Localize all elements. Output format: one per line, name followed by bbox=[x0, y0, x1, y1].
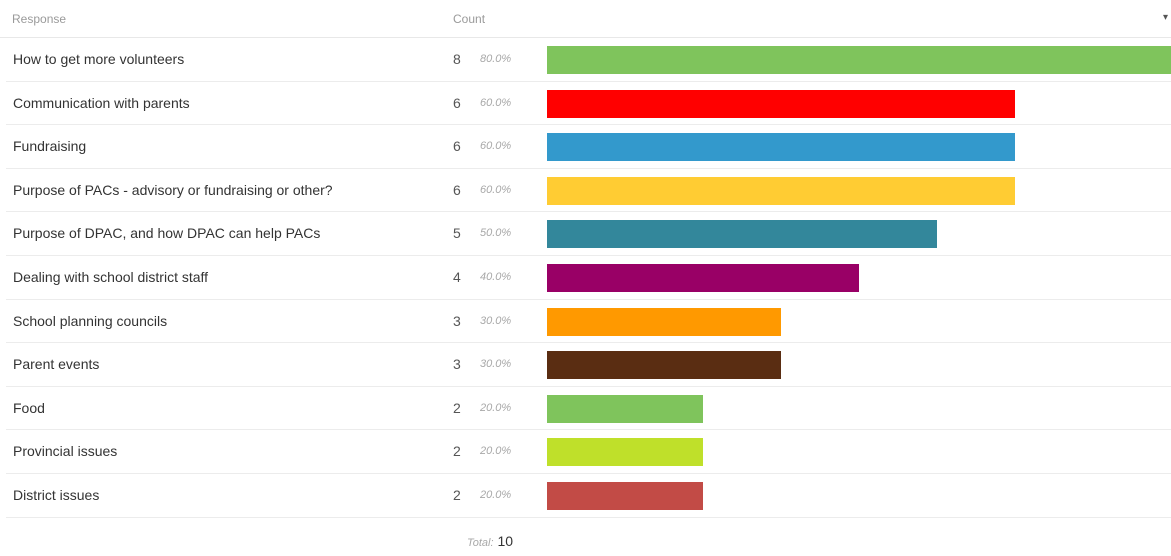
table-row: School planning councils 3 30.0% bbox=[6, 300, 1171, 344]
response-bar bbox=[547, 263, 859, 292]
table-row: Purpose of PACs - advisory or fundraisin… bbox=[6, 169, 1171, 213]
response-percentage: 20.0% bbox=[480, 488, 512, 501]
response-bar bbox=[547, 176, 1015, 205]
response-label: Food bbox=[13, 399, 45, 416]
response-bar bbox=[547, 220, 937, 249]
response-percentage: 40.0% bbox=[480, 270, 512, 283]
response-label: Dealing with school district staff bbox=[13, 268, 209, 285]
response-bar bbox=[547, 89, 1015, 118]
table-row: Purpose of DPAC, and how DPAC can help P… bbox=[6, 212, 1171, 256]
response-label: District issues bbox=[13, 486, 100, 503]
table-header: Response Count ▾ bbox=[0, 0, 1171, 38]
response-percentage: 30.0% bbox=[480, 314, 512, 327]
response-bar bbox=[547, 394, 703, 423]
response-bar bbox=[547, 133, 1015, 162]
table-row: Parent events 3 30.0% bbox=[6, 343, 1171, 387]
response-count: 6 bbox=[453, 181, 461, 198]
response-label: School planning councils bbox=[13, 312, 168, 329]
response-label: Provincial issues bbox=[13, 443, 118, 460]
response-label: Parent events bbox=[13, 356, 100, 373]
response-count: 6 bbox=[453, 94, 461, 111]
response-bar-chart: How to get more volunteers 8 80.0% Communic… bbox=[0, 38, 1171, 518]
table-row: Communication with parents 6 60.0% bbox=[6, 82, 1171, 126]
response-count: 2 bbox=[453, 486, 461, 503]
table-row: Fundraising 6 60.0% bbox=[6, 125, 1171, 169]
response-label: Fundraising bbox=[13, 138, 87, 155]
response-bar bbox=[547, 438, 703, 467]
response-percentage: 20.0% bbox=[480, 445, 512, 458]
table-row: Food 2 20.0% bbox=[6, 387, 1171, 431]
table-row: Provincial issues 2 20.0% bbox=[6, 430, 1171, 474]
total-value: 10 bbox=[497, 533, 514, 549]
response-label: Purpose of PACs - advisory or fundraisin… bbox=[13, 181, 333, 198]
response-count: 2 bbox=[453, 443, 461, 460]
response-count: 3 bbox=[453, 312, 461, 329]
response-count: 8 bbox=[453, 51, 461, 67]
response-count: 6 bbox=[453, 138, 461, 155]
response-label: How to get more volunteers bbox=[13, 51, 185, 67]
response-percentage: 30.0% bbox=[480, 358, 512, 371]
response-percentage: 60.0% bbox=[480, 96, 512, 109]
response-label: Communication with parents bbox=[13, 94, 190, 111]
response-count: 3 bbox=[453, 356, 461, 373]
total-summary: Total: 10 bbox=[467, 533, 513, 549]
response-percentage: 50.0% bbox=[480, 227, 512, 240]
response-count: 2 bbox=[453, 399, 461, 416]
response-bar bbox=[547, 351, 781, 380]
response-percentage: 60.0% bbox=[480, 183, 512, 196]
table-row: District issues 2 20.0% bbox=[6, 474, 1171, 518]
response-label: Purpose of DPAC, and how DPAC can help P… bbox=[13, 225, 321, 242]
response-count: 4 bbox=[453, 268, 461, 285]
response-column-header[interactable]: Response bbox=[12, 12, 67, 26]
response-percentage: 80.0% bbox=[480, 53, 512, 65]
response-percentage: 60.0% bbox=[480, 140, 512, 153]
response-count: 5 bbox=[453, 225, 461, 242]
response-bar bbox=[547, 46, 1171, 74]
sort-chevron-icon[interactable]: ▾ bbox=[1163, 12, 1169, 23]
table-row: How to get more volunteers 8 80.0% bbox=[6, 38, 1171, 82]
count-column-header[interactable]: Count bbox=[453, 12, 486, 26]
table-row: Dealing with school district staff 4 40.0% bbox=[6, 256, 1171, 300]
response-percentage: 20.0% bbox=[480, 401, 512, 414]
total-label: Total: bbox=[467, 537, 494, 549]
response-bar bbox=[547, 481, 703, 510]
response-bar bbox=[547, 307, 781, 336]
